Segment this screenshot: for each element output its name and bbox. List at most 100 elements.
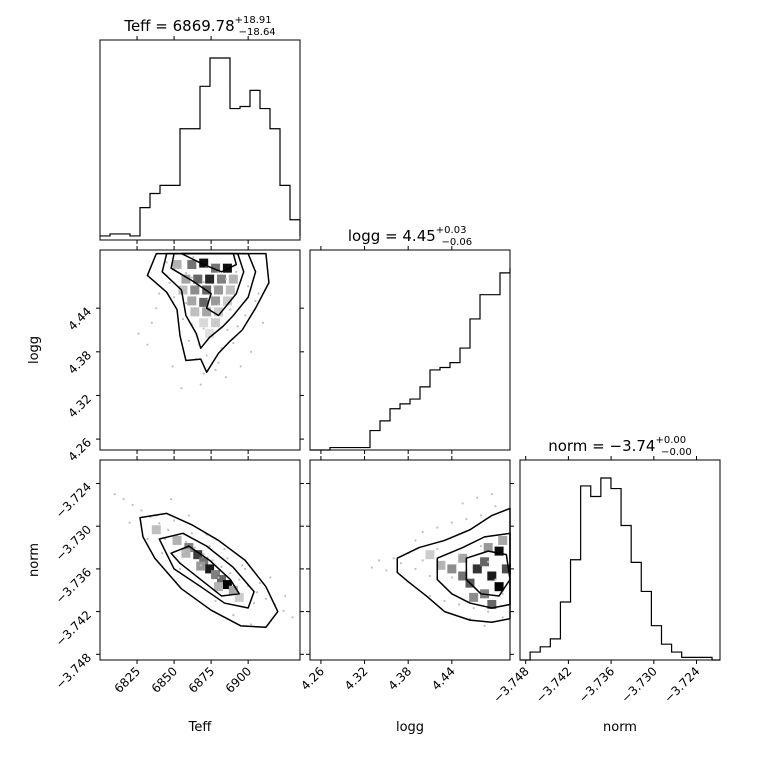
- heatmap-norm-logg-cell-7: [487, 571, 497, 581]
- scatter-norm-logg-point-30: [377, 559, 381, 562]
- panel-frame-logg-hist: [309, 249, 511, 451]
- scatter-norm-logg-point-3: [414, 567, 417, 570]
- scatter-logg-teff-point-34: [224, 376, 228, 379]
- scatter-logg-teff-point-12: [172, 296, 176, 299]
- scatter-logg-teff-point-53: [257, 292, 260, 295]
- heatmap-norm-logg-cell-16: [498, 535, 508, 545]
- scatter-norm-teff-point-14: [238, 578, 241, 581]
- ytick-label-logg: 4.32: [65, 392, 94, 421]
- ytick-label-norm: −3.724: [53, 480, 94, 521]
- xlabel-norm: norm: [603, 720, 637, 735]
- heatmap-norm-logg-cell-2: [447, 564, 457, 574]
- scatter-norm-logg-point-21: [479, 514, 483, 517]
- ytick-label-logg: 4.44: [65, 304, 94, 333]
- scatter-norm-teff-point-46: [146, 537, 149, 541]
- scatter-norm-logg-point-29: [385, 569, 388, 572]
- heatmap-logg-teff-cell-9: [228, 274, 238, 284]
- scatter-norm-teff-point-1: [122, 498, 125, 501]
- scatter-logg-teff-point-28: [232, 341, 235, 345]
- scatter-norm-logg-point-36: [490, 493, 493, 496]
- scatter-norm-logg-point-34: [461, 502, 464, 505]
- title-teff-sub: −18.64: [239, 27, 276, 38]
- scatter-norm-teff-point-32: [252, 601, 256, 605]
- scatter-norm-teff-point-9: [193, 546, 196, 549]
- heatmap-norm-teff-cell-5: [205, 564, 215, 574]
- panel-frame-norm-hist: [519, 459, 721, 661]
- scatter-norm-logg-point-13: [487, 560, 490, 563]
- heatmap-norm-logg-cell-0: [425, 550, 435, 560]
- scatter-norm-logg-point-18: [436, 526, 439, 529]
- scatter-norm-teff-point-17: [264, 597, 268, 600]
- ytick-label-norm: −3.736: [53, 565, 94, 606]
- heatmap-logg-teff-cell-17: [211, 296, 221, 306]
- xtick-label-teff: 6900: [223, 664, 254, 695]
- scatter-norm-teff-point-5: [158, 522, 161, 525]
- scatter-norm-logg-point-27: [487, 610, 490, 613]
- scatter-logg-teff-point-49: [235, 270, 238, 273]
- scatter-norm-logg-point-15: [501, 592, 504, 595]
- heatmap-logg-teff-cell-10: [178, 285, 188, 295]
- scatter-norm-logg-point-14: [494, 578, 497, 581]
- xtick-label-logg: 4.44: [429, 664, 458, 693]
- heatmap-logg-teff-cell-5: [181, 274, 191, 284]
- scatter-norm-teff-point-25: [190, 532, 193, 535]
- histogram-logg: [310, 268, 511, 451]
- contour-logg-teff-level-2: [161, 252, 257, 349]
- xtick-label-logg: 4.32: [342, 664, 371, 693]
- axis-ticks: 6825 6850 6875 6900 4.26 4.32 4.38 4.44 −3.748 −3…: [53, 36, 703, 706]
- heatmap-norm-logg-cell-10: [501, 564, 511, 574]
- scatter-logg-teff-point-50: [192, 256, 195, 259]
- heatmap-logg-teff-cell-1: [187, 260, 197, 270]
- scatter-norm-logg-point-1: [399, 562, 403, 565]
- contour-norm-teff-level-1: [158, 532, 255, 609]
- scatter-logg-teff-point-45: [261, 321, 265, 324]
- title-norm-sup: +0.00: [655, 435, 686, 446]
- scatter-norm-teff-point-28: [217, 576, 220, 579]
- scatter-norm-teff-point-3: [140, 509, 143, 512]
- heatmap-norm-logg-cell-15: [483, 543, 493, 553]
- ylabel-logg: logg: [27, 336, 42, 364]
- heatmap-norm-logg-cell-12: [469, 592, 479, 602]
- scatter-norm-logg-point-6: [436, 547, 439, 551]
- scatter-norm-teff-point-8: [184, 540, 188, 543]
- title-logg-label: logg = 4.45: [348, 227, 436, 245]
- scatter-norm-logg-point-33: [414, 539, 417, 542]
- panel-frame-logg-teff: [99, 249, 301, 451]
- heatmap-logg-teff-cell-20: [202, 307, 212, 317]
- scatter-logg-teff-point-42: [146, 343, 149, 346]
- scatter-norm-teff-point-38: [258, 582, 262, 585]
- title-norm: norm = −3.74+0.00 −0.00: [548, 435, 692, 458]
- heatmap-norm-logg-cell-3: [458, 571, 468, 581]
- scatter-norm-teff-point-24: [181, 550, 185, 553]
- scatter-norm-teff-point-48: [284, 594, 287, 598]
- scatter-logg-teff-point-22: [226, 328, 229, 332]
- heatmap-logg-teff-cell-0: [172, 260, 182, 270]
- scatter-logg-teff-point-13: [184, 301, 188, 305]
- scatter-norm-teff-point-39: [161, 552, 164, 555]
- scatter-norm-logg-point-8: [450, 576, 453, 579]
- scatter-logg-teff-point-18: [181, 317, 185, 321]
- scatter-norm-teff-point-11: [211, 559, 214, 562]
- title-teff-label: Teff = 6869.78: [123, 17, 234, 35]
- scatter-norm-logg-point-31: [370, 566, 373, 569]
- contour-logg-teff-level-1: [170, 252, 245, 317]
- scatter-logg-teff-point-32: [202, 372, 205, 375]
- ylabel-norm: norm: [27, 543, 42, 577]
- scatter-norm-teff-point-42: [214, 599, 217, 603]
- ytick-label-norm: −3.748: [53, 651, 94, 692]
- scatter-norm-teff-point-43: [232, 614, 235, 617]
- scatter-norm-logg-point-38: [483, 624, 486, 627]
- heatmap-logg-teff-cell-8: [216, 274, 226, 284]
- heatmap-logg-teff-cell-14: [225, 285, 235, 295]
- density-heatmaps: [151, 258, 511, 609]
- scatter-norm-teff-point-27: [208, 545, 211, 548]
- title-norm-label: norm = −3.74: [548, 437, 655, 455]
- contour-norm-teff-level-0: [170, 545, 241, 597]
- scatter-norm-teff-point-16: [255, 591, 259, 594]
- ytick-label-norm: −3.742: [53, 608, 94, 649]
- scatter-logg-teff-point-6: [168, 281, 171, 284]
- scatter-norm-teff-point-31: [244, 567, 247, 570]
- scatter-norm-logg-point-22: [494, 505, 497, 508]
- heatmap-norm-logg-cell-5: [472, 564, 482, 574]
- scatter-norm-logg-point-25: [457, 603, 461, 606]
